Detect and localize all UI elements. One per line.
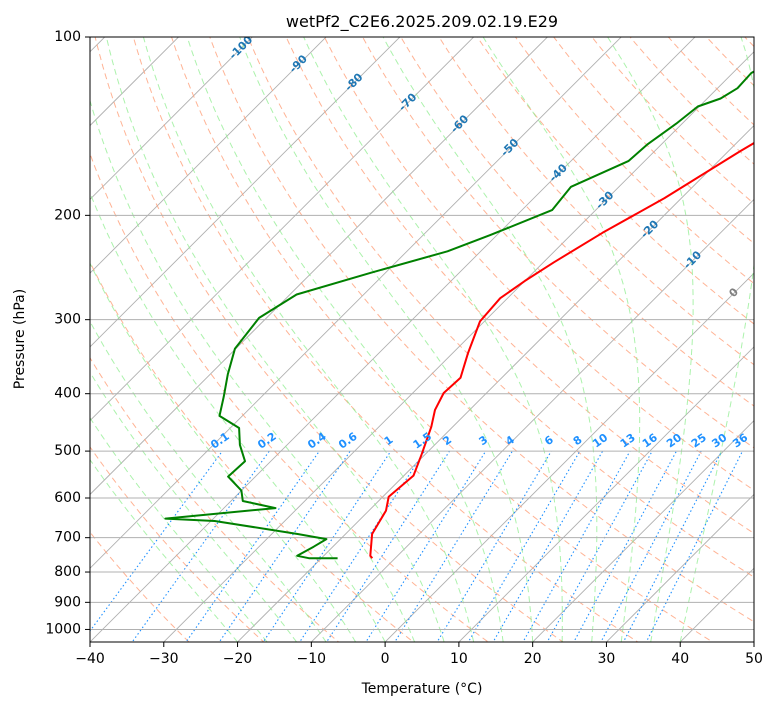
y-tick-label: 900 [54,594,81,610]
y-tick-label: 700 [54,530,81,546]
isotherm-line [605,493,754,642]
x-tick-label: 30 [598,651,616,667]
isotherm-line [90,37,401,348]
y-axis-title: Pressure (hPa) [12,289,28,389]
isotherm-line [384,272,754,642]
moist-adiabat-line [607,37,694,642]
x-axis-ticks: −40 −30 −20 −10 0 10 20 30 40 50 [75,642,763,667]
isotherm-line [90,37,180,127]
x-tick-label: −30 [149,651,179,667]
y-tick-label: 200 [54,207,81,223]
x-tick-label: 40 [671,651,689,667]
moist-adiabat-line [679,37,754,642]
y-tick-label: 600 [54,490,81,506]
moist-adiabat-line [90,416,268,642]
moist-adiabat-line [90,371,298,642]
dry-adiabat-line [90,531,190,642]
mixing-ratio-line [522,450,631,642]
x-tick-label: 20 [524,651,542,667]
isotherm-line [458,346,754,642]
moist-adiabat-line [382,37,598,642]
y-tick-label: 400 [54,386,81,402]
temperature-profile-line [369,141,754,559]
dry-adiabat-line [132,37,639,642]
dry-adiabat-line [209,37,754,623]
mixing-ratio-line [131,450,270,642]
mixing-ratio-line [645,450,743,642]
moist-adiabat-line [105,37,445,642]
isotherm-line [90,37,327,274]
x-tick-label: −40 [75,651,105,667]
x-tick-label: −20 [223,651,253,667]
mixing-ratio-line [436,450,552,642]
x-tick-label: 0 [381,651,390,667]
y-tick-label: 100 [54,29,81,45]
x-tick-label: −10 [297,651,327,667]
dry-adiabat-line [438,37,754,366]
x-tick-label: 50 [745,651,763,667]
dry-adiabat-line [667,37,754,126]
isotherm-line [310,198,754,642]
moist-adiabat-line [90,458,238,642]
y-axis-ticks: 100 200 300 400 500 600 700 800 900 1000 [45,29,90,637]
mixing-ratio-line [218,450,351,642]
mixing-ratio-line [546,450,653,642]
mixing-ratio-line [467,450,581,642]
isotherm-line [90,37,549,496]
mixing-ratio-line [492,450,604,642]
mixing-ratio-line [299,450,426,642]
plot-frame [89,36,755,643]
isotherm-line [532,420,754,642]
dewpoint-profile-line [164,70,754,560]
y-tick-label: 300 [54,312,81,328]
x-axis-title: Temperature (°C) [361,681,483,697]
pressure-grid [90,37,754,630]
mixing-ratio-line [185,450,320,642]
moist-adiabat-line [90,191,386,642]
moist-adiabat-line [239,37,534,642]
moist-adiabat-line [142,37,475,642]
y-tick-label: 500 [54,443,81,459]
moist-adiabat-line [90,99,416,642]
isotherm-line [236,124,754,642]
profile-series [164,70,754,560]
moist-adiabat-line [303,37,563,642]
moist-adiabat-line [482,37,641,642]
dry-adiabat-line [285,37,754,534]
dry-adiabat-line [90,152,490,642]
y-tick-label: 800 [54,564,81,580]
mixing-ratio-line [325,450,450,642]
dry-adiabat-line [171,37,714,642]
background-lines [90,37,754,642]
isotherm-line [90,37,696,642]
y-tick-label: 1000 [45,621,81,637]
dry-adiabat-line [90,356,340,642]
dry-adiabat-line [94,37,564,642]
chart-title: wetPf2_C2E6.2025.209.02.19.E29 [286,12,558,32]
dry-adiabat-line [476,37,754,325]
moist-adiabat-line [90,320,327,642]
mixing-ratio-line [262,450,392,642]
moist-adiabat-line [186,37,504,642]
isotherm-line [90,37,475,422]
dry-adiabat-line [247,37,754,578]
x-tick-label: 10 [450,651,468,667]
dry-adiabat-line [629,37,754,165]
isotherm-line [90,37,622,569]
